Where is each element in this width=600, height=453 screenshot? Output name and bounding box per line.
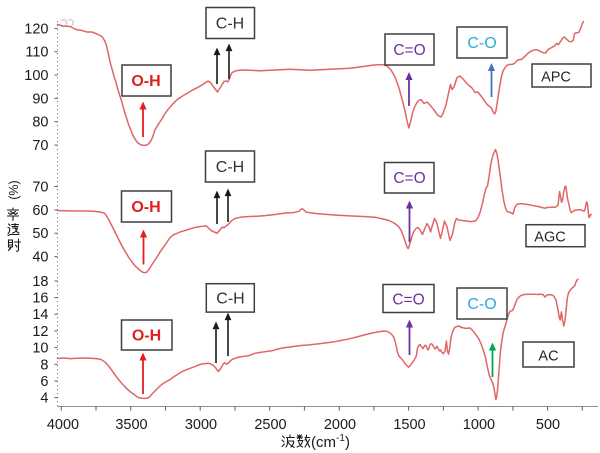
svg-text:C-H: C-H — [216, 16, 244, 33]
svg-text:70: 70 — [32, 138, 48, 154]
svg-text:60: 60 — [32, 203, 48, 219]
svg-text:C-H: C-H — [216, 291, 244, 308]
svg-text:C=O: C=O — [393, 170, 425, 187]
svg-text:AGC: AGC — [534, 230, 565, 246]
svg-text:AC: AC — [538, 349, 558, 365]
svg-text:70: 70 — [32, 180, 48, 196]
svg-text:500: 500 — [536, 417, 560, 433]
svg-text:O-H: O-H — [131, 199, 160, 216]
svg-text:12: 12 — [32, 324, 48, 340]
svg-text:C=O: C=O — [392, 292, 424, 309]
svg-text:120: 120 — [24, 21, 48, 37]
svg-text:110: 110 — [25, 45, 48, 61]
svg-text:90: 90 — [32, 91, 48, 107]
svg-text:3500: 3500 — [115, 417, 147, 433]
svg-text:80: 80 — [32, 115, 48, 131]
svg-text:18: 18 — [32, 274, 48, 290]
svg-text:6: 6 — [40, 374, 48, 390]
svg-text:2000: 2000 — [324, 417, 356, 433]
svg-text:(cm: (cm — [311, 434, 336, 451]
svg-text:1000: 1000 — [463, 417, 495, 433]
svg-text:14: 14 — [32, 307, 48, 323]
svg-text:1500: 1500 — [393, 417, 425, 433]
svg-text:C-O: C-O — [467, 35, 496, 52]
svg-text:O-H: O-H — [132, 328, 161, 345]
svg-text:4000: 4000 — [47, 417, 79, 433]
svg-text:100: 100 — [24, 68, 48, 84]
svg-text:50: 50 — [32, 226, 48, 242]
svg-text:40: 40 — [32, 250, 48, 266]
svg-text:2500: 2500 — [254, 417, 286, 433]
svg-text:8: 8 — [40, 357, 48, 373]
svg-text:C-O: C-O — [467, 296, 496, 313]
svg-text:(%): (%) — [7, 180, 21, 199]
svg-text:APC: APC — [541, 70, 571, 86]
svg-text:3000: 3000 — [185, 417, 217, 433]
svg-text:C=O: C=O — [393, 42, 425, 59]
svg-text:10: 10 — [32, 341, 48, 357]
svg-text:16: 16 — [32, 291, 48, 307]
svg-text:-1: -1 — [336, 433, 345, 444]
svg-text:4: 4 — [40, 391, 48, 407]
svg-text:): ) — [345, 434, 350, 451]
svg-text:C-H: C-H — [216, 159, 244, 176]
svg-text:O-H: O-H — [131, 73, 160, 90]
